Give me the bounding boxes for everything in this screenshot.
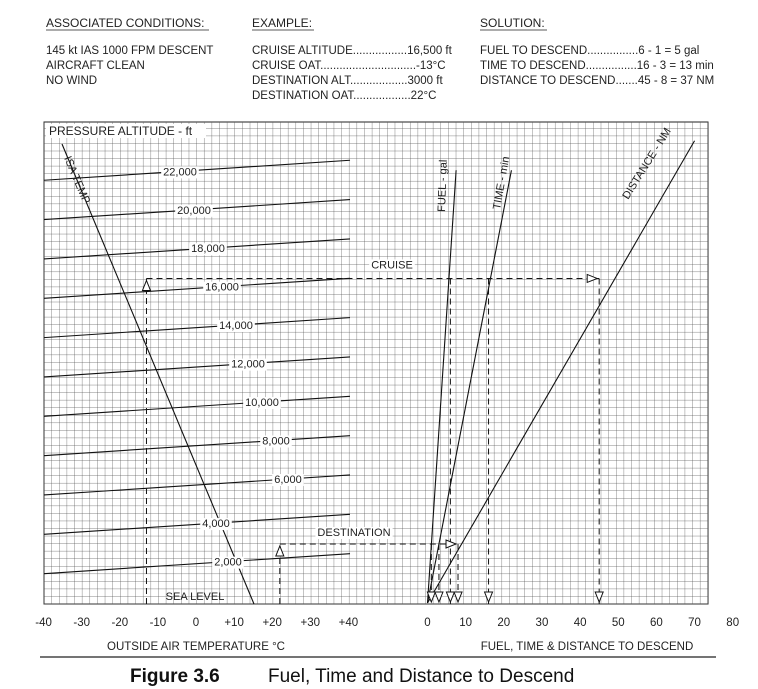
- right-x-tick-label: 30: [536, 617, 549, 629]
- altitude-label: 6,000: [274, 474, 302, 486]
- assoc-title: ASSOCIATED CONDITIONS:: [46, 16, 204, 30]
- plot-frame: [43, 121, 709, 605]
- altitude-label: 20,000: [177, 205, 211, 217]
- solution-title: SOLUTION:: [480, 16, 545, 30]
- series-label: FUEL - gal: [436, 160, 450, 213]
- series-line: [426, 170, 457, 604]
- dest-up-arrow: [275, 544, 285, 557]
- series-line: [426, 170, 512, 604]
- example-line-1: CRUISE ALTITUDE.................16,500 f…: [252, 45, 453, 57]
- example-line-4: DESTINATION OAT..................22°C: [252, 90, 436, 102]
- cruise-right-arrow: [586, 273, 599, 284]
- right-x-tick-label: 40: [574, 617, 587, 629]
- figure-title: Fuel, Time and Distance to Descend: [268, 666, 574, 687]
- solution-line-3: DISTANCE TO DESCEND.......45 - 8 = 37 NM: [480, 75, 714, 87]
- cruise-label: CRUISE: [371, 259, 413, 271]
- altitude-label: 10,000: [245, 397, 279, 409]
- chart-lines: [43, 140, 696, 605]
- altitude-label: 8,000: [262, 435, 290, 447]
- altitude-curve: [43, 395, 351, 417]
- readout-arrow: [483, 591, 494, 604]
- solution-line-2: TIME TO DESCEND................16 - 3 = …: [480, 60, 714, 72]
- left-x-tick-label: +10: [224, 617, 244, 629]
- right-x-tick-label: 60: [650, 617, 663, 629]
- right-x-tick-label: 0: [424, 617, 430, 629]
- cruise-up-arrow: [141, 279, 152, 291]
- altitude-label: 12,000: [231, 359, 265, 371]
- altitude-curve: [43, 513, 351, 535]
- example-line-3: DESTINATION ALT..................3000 ft: [252, 75, 443, 87]
- altitude-curve: [43, 553, 351, 575]
- series-line: [427, 140, 696, 604]
- altitude-label: 4,000: [202, 518, 230, 530]
- readout-arrow: [445, 591, 456, 604]
- sea-level-label: SEA LEVEL: [166, 591, 225, 603]
- right-x-tick-label: 50: [612, 617, 625, 629]
- example-title: EXAMPLE:: [252, 16, 312, 30]
- altitude-label: 2,000: [214, 557, 242, 569]
- figure-number: Figure 3.6: [130, 666, 220, 687]
- altitude-curve: [43, 317, 351, 339]
- left-x-tick-label: -20: [111, 617, 128, 629]
- left-x-tick-label: +30: [301, 617, 321, 629]
- altitude-label: 22,000: [163, 166, 197, 178]
- example-line-2: CRUISE OAT..............................…: [252, 60, 446, 72]
- left-x-tick-label: -30: [73, 617, 90, 629]
- readout-arrow: [453, 591, 463, 604]
- right-x-tick-label: 20: [497, 617, 510, 629]
- dest-right-arrow: [445, 539, 458, 549]
- altitude-label: 14,000: [219, 320, 253, 332]
- altitude-curve: [43, 435, 351, 457]
- left-x-tick-label: -40: [35, 617, 52, 629]
- y-axis-label: PRESSURE ALTITUDE - ft: [49, 124, 193, 138]
- readout-arrow: [434, 591, 444, 604]
- destination-label: DESTINATION: [317, 527, 390, 539]
- altitude-label: 16,000: [205, 282, 239, 294]
- readout-arrow: [426, 591, 437, 604]
- readout-arrow: [594, 591, 604, 604]
- right-x-tick-label: 80: [726, 617, 739, 629]
- right-x-tick-label: 10: [459, 617, 472, 629]
- altitude-curve: [43, 356, 351, 378]
- assoc-line-3: NO WIND: [46, 75, 97, 87]
- left-x-tick-label: +40: [339, 617, 359, 629]
- left-x-tick-label: -10: [150, 617, 167, 629]
- altitude-label: 18,000: [191, 243, 225, 255]
- assoc-line-1: 145 kt IAS 1000 FPM DESCENT: [46, 45, 213, 57]
- right-x-tick-label: 70: [688, 617, 701, 629]
- left-x-tick-label: +20: [262, 617, 282, 629]
- solution-line-1: FUEL TO DESCEND................6 - 1 = 5…: [480, 45, 699, 57]
- left-x-tick-label: 0: [193, 617, 199, 629]
- assoc-line-2: AIRCRAFT CLEAN: [46, 60, 145, 72]
- left-x-axis-label: OUTSIDE AIR TEMPERATURE °C: [107, 641, 285, 653]
- right-x-axis-label: FUEL, TIME & DISTANCE TO DESCEND: [481, 641, 694, 653]
- altitude-curve: [43, 277, 351, 299]
